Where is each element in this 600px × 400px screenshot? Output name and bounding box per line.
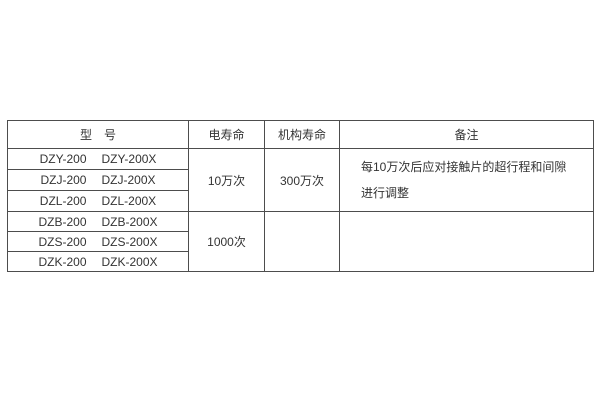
model-variant: DZJ-200X <box>101 173 156 187</box>
col-header-mechanical-life: 机构寿命 <box>264 120 340 149</box>
col-header-remarks: 备注 <box>339 120 594 149</box>
model-cell-dzl: DZL-200 DZL-200X <box>7 190 189 212</box>
model-standard: DZS-200 <box>38 234 87 249</box>
electrical-life-cell-group2: 1000次 <box>188 211 265 272</box>
model-variant: DZK-200X <box>101 254 158 269</box>
model-cell-dzy: DZY-200 DZY-200X <box>7 148 189 170</box>
table-row-dzk: DZK-200 DZK-200X <box>7 251 594 272</box>
mechanical-life-cell-group1: 300万次 <box>264 148 340 212</box>
table-row-dzj: DZJ-200 DZJ-200X <box>7 169 594 191</box>
model-cell-dzb: DZB-200 DZB-200X <box>7 211 189 232</box>
table-row-dzs: DZS-200 DZS-200X <box>7 231 594 252</box>
table-row-dzl: DZL-200 DZL-200X <box>7 190 594 212</box>
model-variant: DZL-200X <box>101 194 157 208</box>
model-standard: DZY-200 <box>39 152 87 166</box>
col-header-model: 型 号 <box>7 120 189 149</box>
remarks-line-2: 进行调整 <box>361 186 410 200</box>
remarks-line-1: 每10万次后应对接触片的超行程和间隙 <box>361 160 567 174</box>
model-standard: DZJ-200 <box>40 173 87 187</box>
model-cell-dzj: DZJ-200 DZJ-200X <box>7 169 189 191</box>
mechanical-life-cell-group2 <box>264 211 340 272</box>
remarks-cell-group2 <box>339 211 594 272</box>
remarks-cell-group1: 每10万次后应对接触片的超行程和间隙 进行调整 <box>339 148 594 212</box>
model-cell-dzk: DZK-200 DZK-200X <box>7 251 189 272</box>
electrical-life-cell-group1: 10万次 <box>188 148 265 212</box>
relay-life-spec-table: 型 号 电寿命 机构寿命 备注 DZY-200 DZY-200X 10万次 30… <box>7 120 594 272</box>
model-variant: DZY-200X <box>101 152 157 166</box>
col-header-electrical-life: 电寿命 <box>188 120 265 149</box>
model-cell-dzs: DZS-200 DZS-200X <box>7 231 189 252</box>
model-standard: DZB-200 <box>38 214 87 229</box>
model-standard: DZL-200 <box>39 194 87 208</box>
model-variant: DZB-200X <box>101 214 158 229</box>
table-header-row: 型 号 电寿命 机构寿命 备注 <box>7 120 594 149</box>
model-standard: DZK-200 <box>38 254 87 269</box>
model-variant: DZS-200X <box>101 234 158 249</box>
table-row-dzb: DZB-200 DZB-200X 1000次 <box>7 211 594 272</box>
table-row-dzy: DZY-200 DZY-200X 10万次 300万次 每10万次后应对接触片的… <box>7 148 594 212</box>
